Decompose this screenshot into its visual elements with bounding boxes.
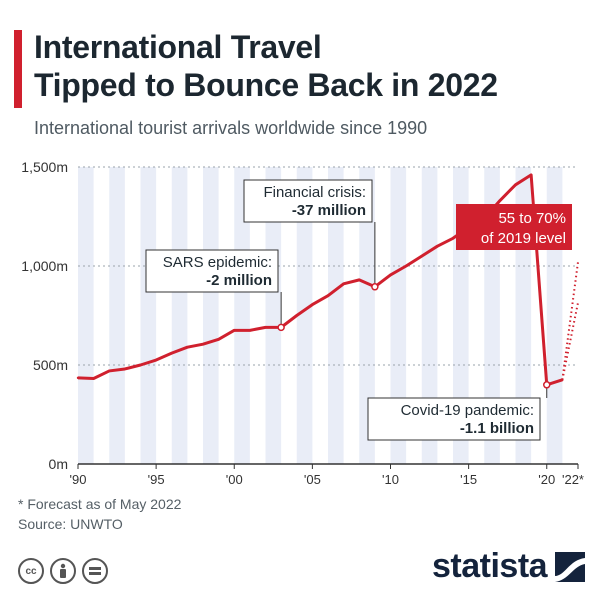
data-point — [233, 329, 236, 332]
annotation-label: Financial crisis: — [263, 184, 366, 201]
cc-icon[interactable]: cc — [18, 558, 44, 584]
data-point — [217, 338, 220, 341]
year-band — [296, 167, 313, 464]
forecast-callout-value: of 2019 level — [481, 230, 566, 247]
year-band — [140, 167, 157, 464]
data-point — [342, 282, 345, 286]
y-tick-label: 1,500m — [21, 159, 68, 175]
data-point — [529, 173, 533, 177]
forecast-note: * Forecast as of May 2022 — [18, 496, 182, 512]
data-point — [561, 378, 564, 382]
forecast-line-high — [561, 261, 579, 380]
source-note: Source: UNWTO — [18, 516, 123, 532]
data-point — [389, 273, 392, 277]
data-point — [436, 245, 439, 248]
data-point — [139, 363, 142, 367]
data-point — [326, 294, 330, 297]
data-point — [248, 329, 252, 332]
data-point — [76, 376, 80, 380]
annotation-label: Covid-19 pandemic: — [401, 402, 534, 419]
x-tick-label: '10 — [382, 472, 399, 487]
data-point — [358, 278, 361, 282]
statista-mark-icon — [555, 551, 586, 582]
forecast-line-low — [561, 302, 579, 381]
brand-wordmark: statista — [432, 547, 548, 585]
year-band — [234, 167, 250, 464]
data-point — [201, 343, 205, 346]
annotation-value: -2 million — [206, 272, 272, 289]
y-tick-label: 1,000m — [21, 258, 68, 274]
forecast-callout-label: 55 to 70% — [498, 210, 566, 227]
annotation-value: -1.1 billion — [460, 420, 534, 437]
annotation-box — [145, 249, 279, 293]
data-point — [498, 199, 502, 202]
annotation-marker — [371, 283, 379, 291]
data-point — [420, 254, 423, 258]
year-band — [203, 167, 219, 464]
year-band — [390, 167, 407, 464]
year-band — [328, 167, 344, 464]
x-tick-label: '15 — [460, 472, 477, 487]
annotation-marker — [543, 381, 551, 389]
page-title: International Travel Tipped to Bounce Ba… — [34, 28, 574, 104]
x-tick-label: '05 — [304, 472, 321, 487]
data-point — [404, 264, 408, 268]
x-tick-label: '90 — [70, 472, 87, 487]
annotation-label: SARS epidemic: — [163, 254, 272, 271]
data-point — [123, 367, 127, 371]
year-band — [171, 167, 188, 464]
data-point — [295, 314, 298, 317]
page-subtitle: International tourist arrivals worldwide… — [34, 118, 428, 138]
data-point — [154, 358, 158, 362]
data-point — [264, 326, 267, 329]
data-point — [170, 351, 173, 355]
license-icons: cc — [18, 558, 108, 584]
annotation-box — [367, 397, 541, 441]
attribution-icon[interactable] — [50, 558, 76, 584]
x-tick-label: '95 — [148, 472, 165, 487]
y-tick-label: 0m — [49, 456, 68, 472]
data-point — [186, 345, 189, 349]
data-point — [451, 237, 455, 240]
title-accent-bar — [14, 30, 22, 108]
year-band — [359, 167, 375, 464]
annotation-value: -37 million — [292, 202, 366, 219]
y-tick-label: 500m — [33, 357, 68, 373]
year-band — [109, 167, 125, 464]
statista-logo[interactable]: statista — [432, 547, 586, 586]
x-tick-label: '20 — [538, 472, 555, 487]
year-band — [421, 167, 438, 464]
title-line-2: Tipped to Bounce Back in 2022 — [34, 67, 498, 103]
data-point — [514, 183, 517, 187]
data-point — [108, 369, 111, 373]
data-point — [92, 377, 95, 380]
data-point — [311, 303, 314, 306]
line-chart: 0m 500m 1,000m 1,500m '90 '95 '00 '05 '10 '15 '20 '… — [21, 159, 584, 487]
title-line-1: International Travel — [34, 29, 322, 65]
x-tick-label: '00 — [226, 472, 243, 487]
no-derivatives-icon[interactable] — [82, 558, 108, 584]
year-band — [265, 167, 282, 464]
forecast-callout-box — [456, 204, 572, 250]
year-band — [78, 167, 94, 464]
x-tick-label: '22* — [562, 472, 584, 487]
annotation-marker — [277, 323, 285, 332]
annotation-box — [243, 179, 373, 223]
